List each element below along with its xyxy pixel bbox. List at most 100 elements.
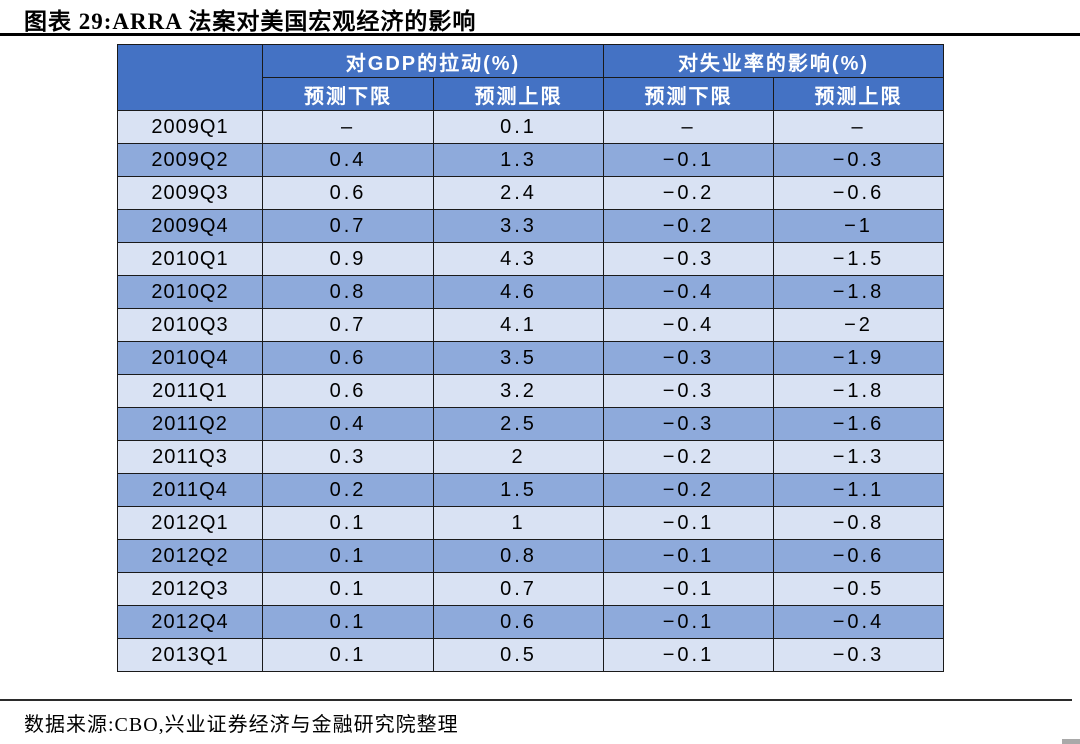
value-cell: −0.2 (603, 176, 774, 210)
value-cell: 0.1 (262, 638, 434, 672)
value-cell: 0.1 (262, 539, 434, 573)
value-cell: 0.1 (433, 110, 604, 144)
quarter-cell: 2012Q1 (117, 506, 263, 540)
value-cell: −1.8 (773, 374, 944, 408)
table-row: 2012Q1 0.1 1 −0.1 −0.8 (117, 506, 944, 540)
table-row: 2012Q2 0.1 0.8 −0.1 −0.6 (117, 539, 944, 573)
value-cell: −0.3 (603, 374, 774, 408)
value-cell: −0.3 (603, 341, 774, 375)
value-cell: 0.8 (262, 275, 434, 309)
value-cell: 2.5 (433, 407, 604, 441)
value-cell: – (603, 110, 774, 144)
quarter-cell: 2011Q1 (117, 374, 263, 408)
quarter-cell: 2011Q2 (117, 407, 263, 441)
quarter-cell: 2011Q3 (117, 440, 263, 474)
value-cell: 0.6 (262, 374, 434, 408)
table-row: 2011Q3 0.3 2 −0.2 −1.3 (117, 440, 944, 474)
value-cell: −1.1 (773, 473, 944, 507)
quarter-cell: 2012Q3 (117, 572, 263, 606)
table-row: 2010Q4 0.6 3.5 −0.3 −1.9 (117, 341, 944, 375)
value-cell: −0.3 (773, 638, 944, 672)
value-cell: 0.4 (262, 143, 434, 177)
quarter-cell: 2010Q2 (117, 275, 263, 309)
group-header-unemployment: 对失业率的影响(%) (603, 44, 944, 78)
quarter-cell: 2013Q1 (117, 638, 263, 672)
value-cell: −0.5 (773, 572, 944, 606)
value-cell: −0.1 (603, 143, 774, 177)
value-cell: 4.1 (433, 308, 604, 342)
value-cell: −0.1 (603, 605, 774, 639)
value-cell: 0.4 (262, 407, 434, 441)
value-cell: −1.9 (773, 341, 944, 375)
quarter-cell: 2009Q2 (117, 143, 263, 177)
value-cell: −1.5 (773, 242, 944, 276)
value-cell: −0.3 (773, 143, 944, 177)
value-cell: 2 (433, 440, 604, 474)
quarter-cell: 2012Q4 (117, 605, 263, 639)
value-cell: −0.3 (603, 242, 774, 276)
value-cell: 1 (433, 506, 604, 540)
value-cell: 1.3 (433, 143, 604, 177)
value-cell: 0.9 (262, 242, 434, 276)
data-source-note: 数据来源:CBO,兴业证券经济与金融研究院整理 (24, 714, 459, 736)
value-cell: 4.3 (433, 242, 604, 276)
footer-divider (0, 699, 1072, 701)
value-cell: −0.2 (603, 473, 774, 507)
arra-impact-table: 对GDP的拉动(%) 对失业率的影响(%) 预测下限 预测上限 预测下限 预测上… (117, 44, 944, 672)
value-cell: 0.2 (262, 473, 434, 507)
table-row: 2012Q3 0.1 0.7 −0.1 −0.5 (117, 572, 944, 606)
value-cell: 0.5 (433, 638, 604, 672)
value-cell: −0.1 (603, 506, 774, 540)
table-row: 2009Q3 0.6 2.4 −0.2 −0.6 (117, 176, 944, 210)
value-cell: −0.3 (603, 407, 774, 441)
value-cell: −0.1 (603, 638, 774, 672)
value-cell: 0.8 (433, 539, 604, 573)
value-cell: 0.7 (262, 308, 434, 342)
table-row: 2011Q2 0.4 2.5 −0.3 −1.6 (117, 407, 944, 441)
value-cell: −0.4 (603, 308, 774, 342)
value-cell: −0.4 (603, 275, 774, 309)
value-cell: −0.6 (773, 176, 944, 210)
value-cell: – (773, 110, 944, 144)
table-header: 对GDP的拉动(%) 对失业率的影响(%) 预测下限 预测上限 预测下限 预测上… (117, 44, 944, 111)
subheader-gdp-lower: 预测下限 (262, 77, 434, 111)
table-row: 2010Q1 0.9 4.3 −0.3 −1.5 (117, 242, 944, 276)
table-row: 2009Q1 – 0.1 – – (117, 110, 944, 144)
value-cell: −1.8 (773, 275, 944, 309)
table-row: 2009Q2 0.4 1.3 −0.1 −0.3 (117, 143, 944, 177)
value-cell: 0.1 (262, 506, 434, 540)
value-cell: 0.6 (433, 605, 604, 639)
page-corner-fragment (1062, 739, 1080, 744)
quarter-cell: 2009Q4 (117, 209, 263, 243)
value-cell: 0.6 (262, 341, 434, 375)
value-cell: −0.8 (773, 506, 944, 540)
value-cell: −2 (773, 308, 944, 342)
table-row: 2010Q2 0.8 4.6 −0.4 −1.8 (117, 275, 944, 309)
value-cell: 3.2 (433, 374, 604, 408)
value-cell: 1.5 (433, 473, 604, 507)
value-cell: 4.6 (433, 275, 604, 309)
quarter-cell: 2010Q3 (117, 308, 263, 342)
value-cell: 0.3 (262, 440, 434, 474)
quarter-cell: 2011Q4 (117, 473, 263, 507)
value-cell: 0.7 (262, 209, 434, 243)
value-cell: −1.6 (773, 407, 944, 441)
quarter-cell: 2009Q3 (117, 176, 263, 210)
value-cell: 0.1 (262, 572, 434, 606)
value-cell: 0.6 (262, 176, 434, 210)
value-cell: −1.3 (773, 440, 944, 474)
group-header-gdp: 对GDP的拉动(%) (262, 44, 604, 78)
corner-header-cell (117, 44, 263, 111)
value-cell: 3.5 (433, 341, 604, 375)
quarter-cell: 2009Q1 (117, 110, 263, 144)
value-cell: 2.4 (433, 176, 604, 210)
table-row: 2012Q4 0.1 0.6 −0.1 −0.4 (117, 605, 944, 639)
value-cell: – (262, 110, 434, 144)
subheader-unemp-upper: 预测上限 (773, 77, 944, 111)
table-row: 2009Q4 0.7 3.3 −0.2 −1 (117, 209, 944, 243)
table-row: 2013Q1 0.1 0.5 −0.1 −0.3 (117, 638, 944, 672)
subheader-gdp-upper: 预测上限 (433, 77, 604, 111)
value-cell: −0.1 (603, 572, 774, 606)
quarter-cell: 2012Q2 (117, 539, 263, 573)
value-cell: −0.1 (603, 539, 774, 573)
